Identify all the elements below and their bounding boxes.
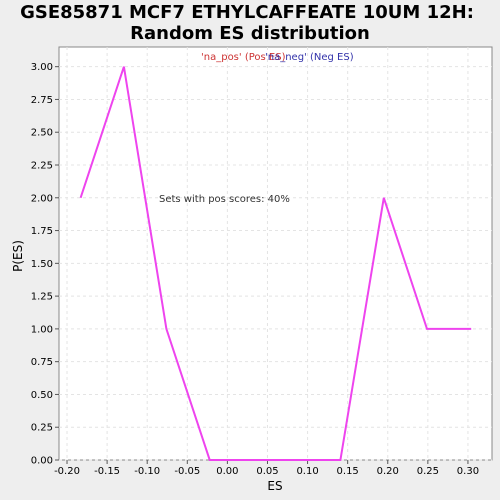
y-tick-label: 2.00 xyxy=(31,193,53,204)
y-tick-label: 1.00 xyxy=(31,324,53,335)
y-tick-label: 0.75 xyxy=(31,357,53,368)
x-tick-label: -0.05 xyxy=(174,466,200,477)
y-tick-label: 0.25 xyxy=(31,423,53,434)
y-axis-label: P(ES) xyxy=(11,240,25,272)
legend-entry-na-neg: 'na_neg' (Neg ES) xyxy=(265,52,354,63)
y-axis-ticks: 0.00 0.25 0.50 0.75 1.00 1.25 1.50 1.75 2.00 2.25… xyxy=(31,62,59,467)
x-tick-label: 0.00 xyxy=(216,466,238,477)
y-tick-label: 1.25 xyxy=(31,292,53,303)
y-tick-label: 2.75 xyxy=(31,95,53,106)
plot-area xyxy=(58,46,493,461)
y-tick-label: 2.25 xyxy=(31,161,53,172)
series-layer xyxy=(79,66,472,461)
x-axis-label: ES xyxy=(267,479,282,493)
legend-entry-na-pos: 'na_pos' (Pos ES) xyxy=(201,52,286,63)
annotation-pos-scores: Sets with pos scores: 40% xyxy=(159,194,290,205)
x-tick-label: 0.25 xyxy=(417,466,439,477)
chart-title-line2: Random ES distribution xyxy=(130,23,370,44)
x-axis-ticks: -0.20 -0.15 -0.10 -0.05 0.00 0.05 0.10 0.15 0.20… xyxy=(54,460,479,477)
x-tick-label: -0.10 xyxy=(134,466,160,477)
x-tick-label: 0.20 xyxy=(377,466,399,477)
x-tick-label: 0.30 xyxy=(457,466,479,477)
series-line xyxy=(79,66,472,461)
x-tick-label: 0.10 xyxy=(296,466,318,477)
grid-lines xyxy=(59,47,492,461)
y-tick-label: 0.50 xyxy=(31,390,53,401)
y-tick-label: 0.00 xyxy=(31,456,53,467)
y-tick-label: 1.75 xyxy=(31,226,53,237)
x-tick-label: 0.15 xyxy=(337,466,359,477)
chart-title-line1: GSE85871 MCF7 ETHYLCAFFEATE 10UM 12H: xyxy=(20,2,474,23)
y-tick-label: 3.00 xyxy=(31,62,53,73)
y-tick-label: 1.50 xyxy=(31,259,53,270)
x-tick-label: -0.15 xyxy=(94,466,120,477)
x-tick-label: -0.20 xyxy=(54,466,80,477)
y-tick-label: 2.50 xyxy=(31,128,53,139)
x-tick-label: 0.05 xyxy=(256,466,278,477)
